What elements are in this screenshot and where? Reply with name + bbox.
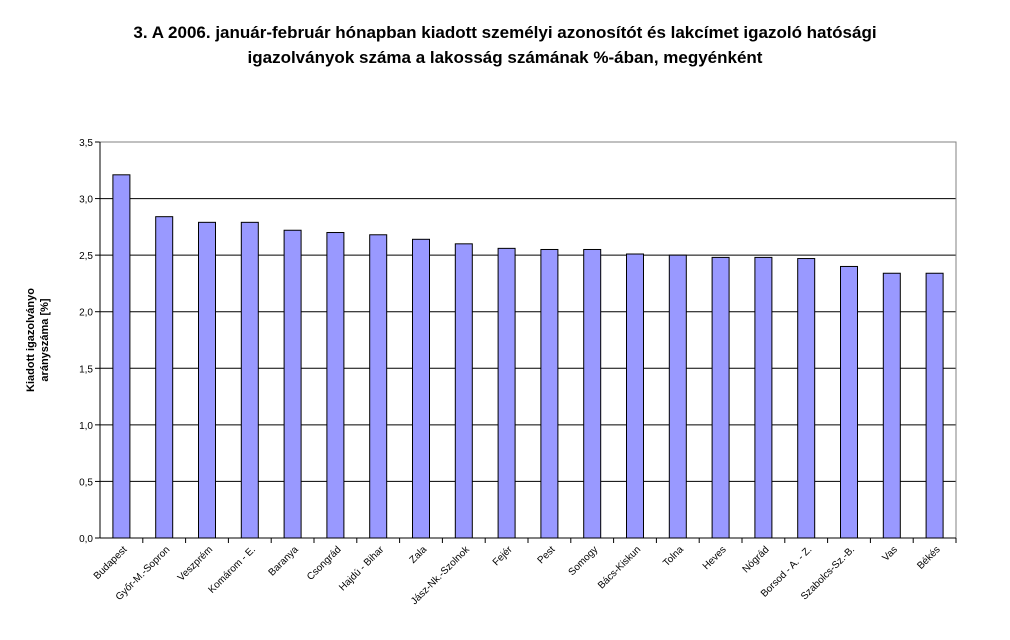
bar [454, 243, 473, 539]
x-tick-label: Zala [408, 544, 430, 566]
y-tick-label: 0,5 [79, 477, 93, 488]
x-tick-label: Heves [701, 544, 729, 572]
x-tick-label: Fejér [491, 544, 515, 568]
bar [112, 174, 131, 539]
y-tick-label: 2,5 [79, 251, 93, 262]
x-tick-label: Vas [880, 544, 899, 563]
x-tick-label: Veszprém [176, 544, 215, 583]
y-tick-label: 1,0 [79, 421, 93, 432]
bar [840, 265, 858, 539]
bar [326, 232, 345, 539]
bar [583, 248, 602, 539]
y-tick-label: 3,5 [79, 138, 93, 149]
x-tick-label: Hajdú - Bihar [337, 544, 387, 594]
bar [754, 256, 773, 539]
bar [412, 238, 430, 539]
bar [155, 216, 174, 539]
y-tick-label: 3,0 [79, 195, 93, 206]
x-tick-label: Békés [915, 544, 942, 571]
y-axis-label-line-2: arányszáma [%] [39, 298, 51, 381]
bar [797, 258, 816, 539]
x-tick-label: Pest [536, 544, 558, 566]
bar [925, 272, 944, 539]
axes [95, 141, 957, 543]
bar [283, 229, 302, 539]
y-tick-label: 1,5 [79, 364, 93, 375]
bar [497, 247, 516, 539]
x-tick-label: Budapest [92, 544, 130, 582]
bars [112, 174, 944, 539]
bar [668, 254, 687, 539]
x-tick-label: Somogy [567, 544, 601, 578]
y-tick-labels: 0,0 0,5 1,0 1,5 2,0 2,5 3,0 3,5 [79, 138, 93, 545]
bar [626, 253, 644, 539]
y-tick-label: 0,0 [79, 534, 93, 545]
chart-title-line-1: 3. A 2006. január-február hónapban kiado… [133, 23, 877, 42]
x-tick-label: Nógrád [741, 544, 772, 575]
bar [882, 272, 901, 539]
chart-title: 3. A 2006. január-február hónapban kiado… [0, 20, 1010, 70]
y-axis-label-line-1: Kiadott igazolványo [25, 288, 37, 392]
gridlines [100, 198, 956, 482]
x-tick-label: Bács-Kiskun [596, 544, 643, 591]
x-tick-label: Baranya [267, 544, 301, 578]
x-tick-label: Csongrád [305, 544, 343, 582]
bar [540, 248, 559, 539]
bar [198, 221, 216, 539]
bar [711, 256, 730, 539]
y-tick-label: 2,0 [79, 308, 93, 319]
plot-area [99, 141, 957, 539]
x-tick-label: Tolna [661, 544, 686, 569]
chart-title-line-2: igazolványok száma a lakosság számának %… [247, 48, 763, 67]
bar [369, 234, 388, 539]
bar [240, 221, 259, 539]
